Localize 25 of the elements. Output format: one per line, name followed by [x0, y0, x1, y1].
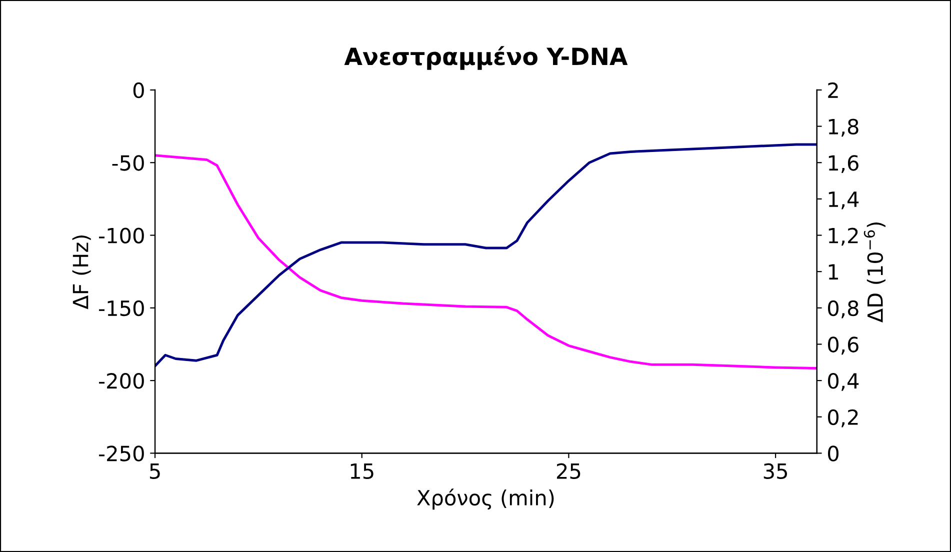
y-tick-label: -250: [99, 446, 144, 462]
y-tick-label: -100: [99, 228, 144, 244]
x-tick-label: 35: [764, 463, 787, 480]
y2-tick-label: 1,8: [828, 118, 858, 137]
y2-axis-title: ΔD (10$^{−6}$): [864, 222, 886, 322]
y2-tick-label: 0: [828, 446, 839, 462]
y2-tick-label: 0,2: [828, 409, 858, 428]
y2-tick-label: 0,8: [828, 300, 858, 318]
y2-tick-label: 1,6: [828, 155, 858, 173]
y-tick-label: 0: [133, 82, 144, 98]
chart-title: Ανεστραμμένο Y-DNA: [344, 46, 628, 70]
y-tick-label: -150: [99, 300, 144, 316]
y-tick-label: -200: [99, 373, 144, 389]
y2-tick-label: 1,2: [828, 228, 858, 246]
y2-tick-label: 1,4: [828, 192, 859, 210]
y2-tick-label: 2: [828, 82, 838, 98]
y2-tick-label: 1: [828, 264, 838, 280]
y2-tick-label: 0,4: [828, 373, 859, 391]
y-axis-title: ΔF (Hz): [72, 236, 91, 310]
y2-tick-label: 0,6: [828, 336, 858, 355]
x-tick-label: 5: [150, 464, 160, 480]
y-tick-label: -50: [112, 155, 144, 171]
x-tick-label: 25: [556, 463, 580, 480]
x-axis-title: Χρόνος (min): [417, 488, 554, 510]
x-tick-label: 15: [350, 464, 374, 480]
